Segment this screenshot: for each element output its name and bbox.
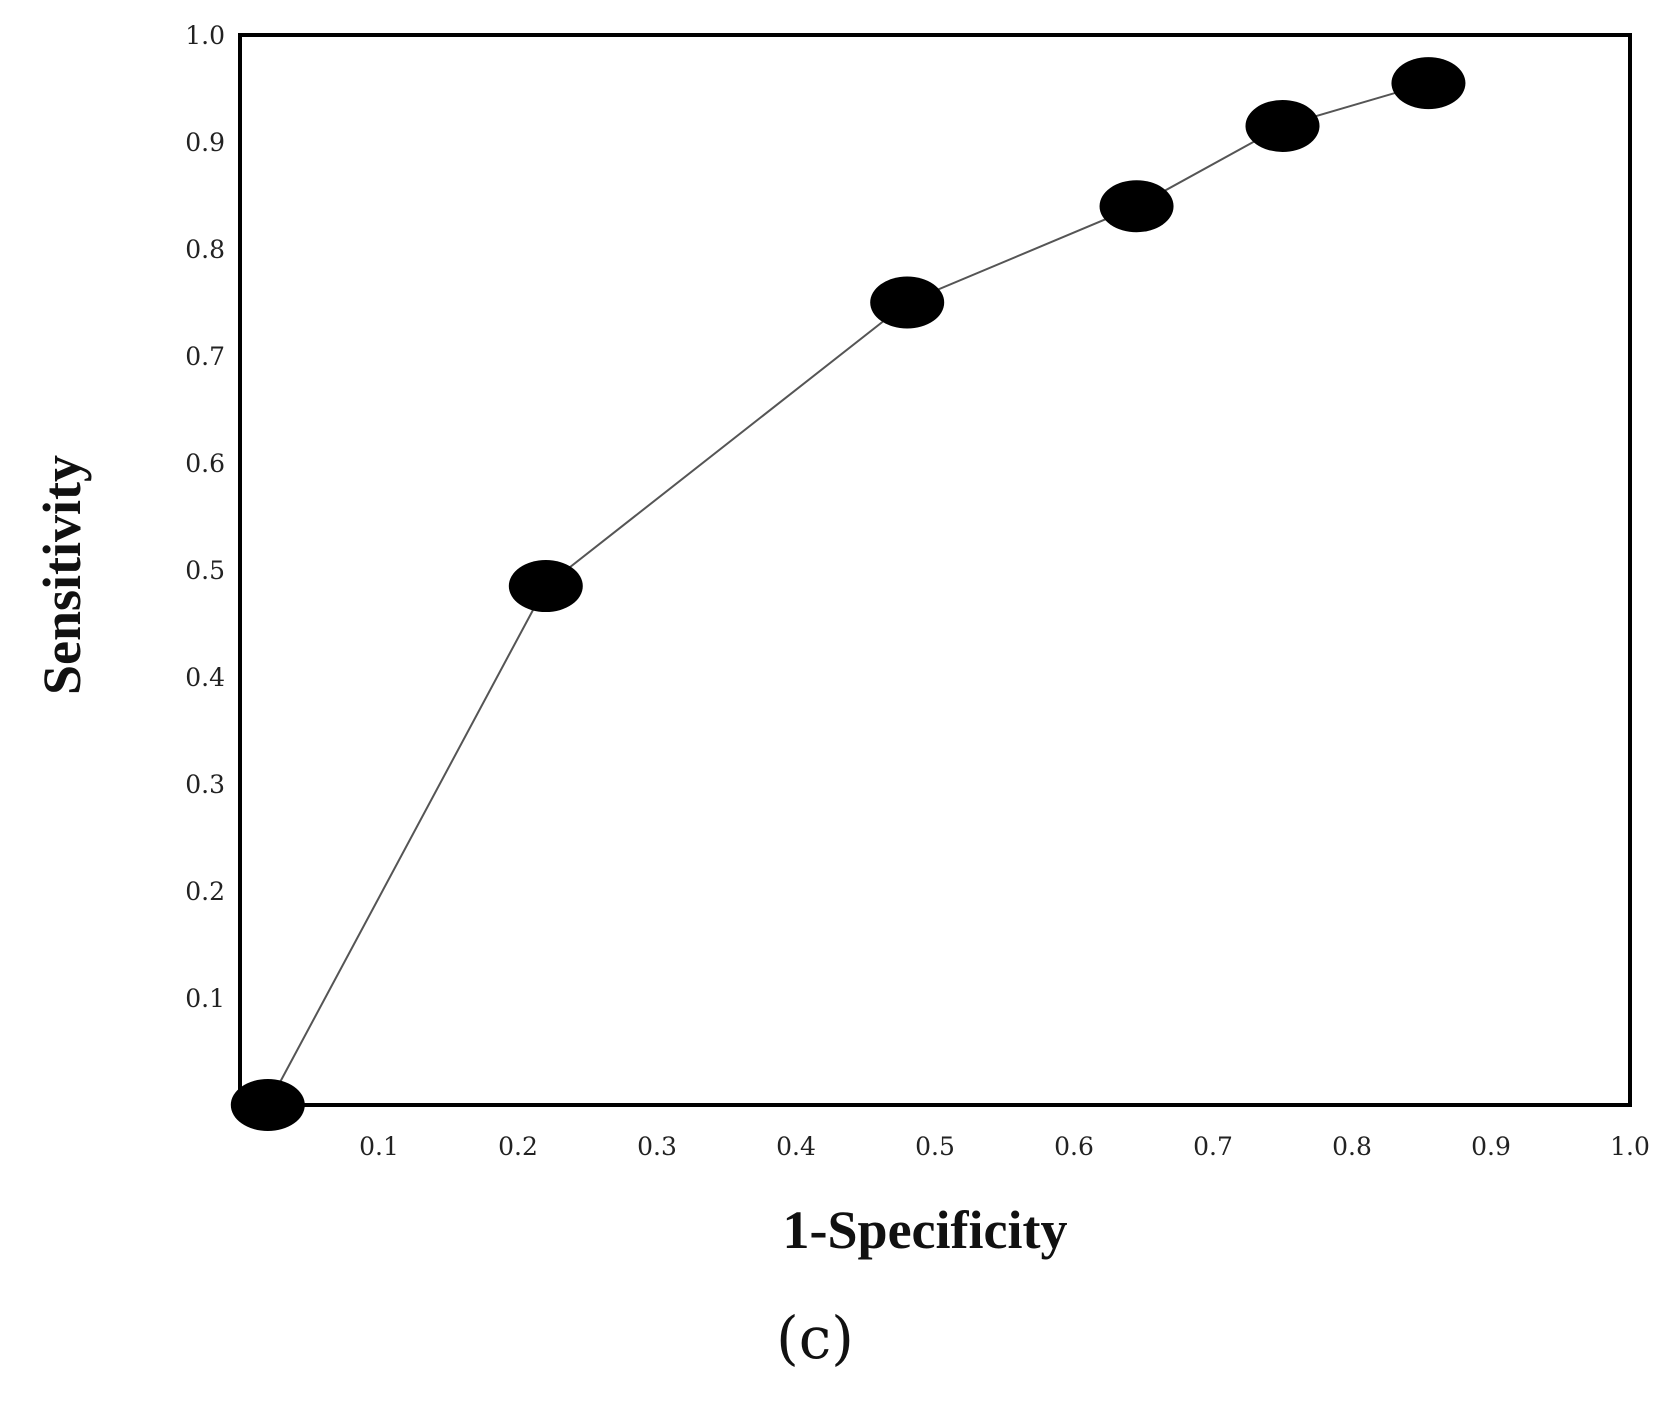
y-tick-label: 0.5 xyxy=(185,556,225,585)
y-tick-label: 0.6 xyxy=(185,449,225,478)
y-tick-label: 0.3 xyxy=(185,770,225,799)
x-tick-label: 0.4 xyxy=(776,1132,816,1161)
plot-frame xyxy=(238,33,1632,1107)
x-tick-label: 0.8 xyxy=(1332,1132,1372,1161)
x-tick-label: 0.9 xyxy=(1471,1132,1511,1161)
roc-point-marker xyxy=(1391,57,1466,110)
y-tick-label: 0.9 xyxy=(185,128,225,157)
y-tick-label: 0.1 xyxy=(185,984,225,1013)
roc-point-marker xyxy=(1099,180,1174,233)
x-tick-label: 0.3 xyxy=(637,1132,677,1161)
panel-label: (c) xyxy=(776,1304,854,1372)
y-tick-label: 0.4 xyxy=(185,663,225,692)
x-tick-label: 0.7 xyxy=(1193,1132,1233,1161)
x-tick-label: 0.5 xyxy=(915,1132,955,1161)
x-axis-title: 1-Specificity xyxy=(783,1200,1068,1260)
y-axis-title: Sensitivity xyxy=(32,455,92,695)
x-tick-label: 1.0 xyxy=(1610,1132,1650,1161)
roc-point-marker xyxy=(508,560,583,613)
roc-point-marker xyxy=(1245,99,1320,152)
y-tick-label: 0.7 xyxy=(185,342,225,371)
roc-point-marker xyxy=(230,1079,305,1131)
y-tick-label: 0.8 xyxy=(185,235,225,264)
roc-points xyxy=(230,57,1466,1131)
y-tick-labels: 0.1 0.2 0.3 0.4 0.5 0.6 0.7 0.8 0.9 1.0 xyxy=(185,21,225,1013)
x-tick-label: 0.6 xyxy=(1054,1132,1094,1161)
x-tick-labels: 0.1 0.2 0.3 0.4 0.5 0.6 0.7 0.8 0.9 1.0 xyxy=(359,1132,1650,1161)
y-tick-label: 0.2 xyxy=(185,877,225,906)
x-tick-label: 0.1 xyxy=(359,1132,399,1161)
y-tick-label: 1.0 xyxy=(185,21,225,50)
roc-point-marker xyxy=(870,276,945,329)
x-tick-label: 0.2 xyxy=(498,1132,538,1161)
